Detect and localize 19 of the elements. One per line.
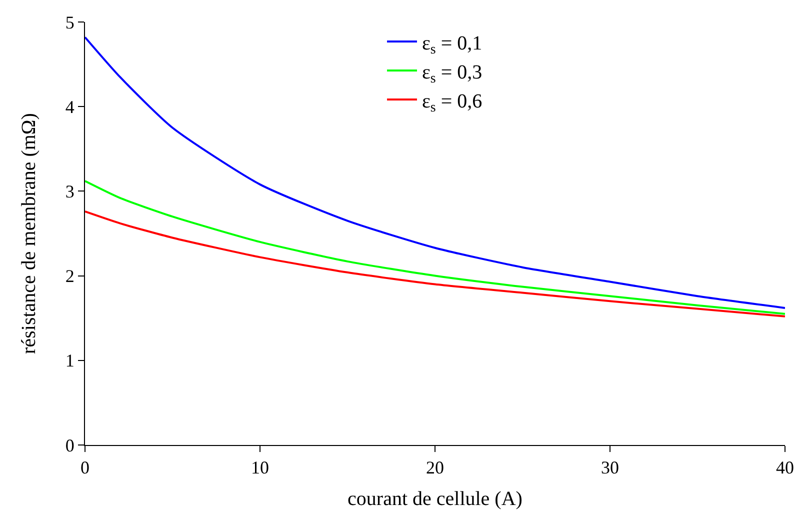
legend-label: ε$_{s}$ = 0,1 <box>422 32 482 58</box>
x-axis-title: courant de cellule (A) <box>348 488 522 510</box>
y-axis-title: résistance de membrane (mΩ) <box>18 113 40 354</box>
y-tick-label: 2 <box>65 266 74 286</box>
legend-label: ε$_{s}$ = 0,6 <box>422 90 482 116</box>
legend-label: ε$_{s}$ = 0,3 <box>422 61 482 86</box>
line-series <box>85 36 785 309</box>
line-series <box>85 210 785 318</box>
line-series <box>85 180 785 315</box>
y-tick-label: 0 <box>65 435 74 456</box>
x-tick-label: 40 <box>776 458 794 478</box>
x-tick-label: 0 <box>80 458 90 478</box>
x-tick-label: 20 <box>426 458 444 478</box>
y-tick-label: 4 <box>65 96 74 117</box>
x-tick-label: 30 <box>601 458 619 478</box>
y-tick-label: 1 <box>65 350 74 371</box>
y-tick-label: 3 <box>65 182 74 202</box>
y-tick-label: 5 <box>65 12 74 32</box>
x-tick-label: 10 <box>251 458 269 478</box>
